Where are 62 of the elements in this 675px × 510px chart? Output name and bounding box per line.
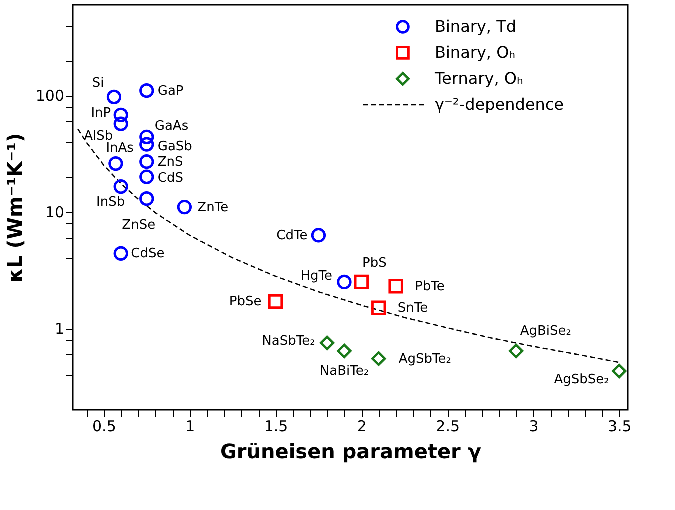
point <box>140 137 154 152</box>
point <box>354 274 369 290</box>
point <box>140 130 154 144</box>
x-tick-label: 3 <box>529 418 539 436</box>
annotation: AgSbTe₂ <box>398 352 452 367</box>
y-tick-label: 1 <box>54 320 64 338</box>
legend-label: Ternary, Oₕ <box>434 69 524 88</box>
annotation: ZnSe <box>122 218 156 233</box>
point <box>108 156 124 172</box>
point <box>114 116 128 132</box>
annotation: Si <box>92 76 104 92</box>
annotation: AgSbSe₂ <box>554 372 610 388</box>
point <box>320 336 335 350</box>
point <box>372 300 386 316</box>
annotation: PbS <box>362 256 387 272</box>
y-axis-title: κL (Wm⁻¹K⁻¹) <box>2 133 27 283</box>
annotation: PbTe <box>415 279 445 294</box>
legend-label: γ⁻²-dependence <box>435 95 564 114</box>
point <box>140 154 154 170</box>
point <box>114 108 128 122</box>
point <box>372 352 386 366</box>
annotation: AgBiSe₂ <box>520 324 572 340</box>
point <box>388 279 404 294</box>
annotation: ZnTe <box>198 200 229 216</box>
point <box>311 228 326 243</box>
y-tick-label: 100 <box>36 87 64 106</box>
x-tick-label: 3.5 <box>608 418 632 436</box>
annotation: GaSb <box>158 140 192 155</box>
annotation: PbSe <box>229 294 262 310</box>
annotation: ZnS <box>158 154 184 170</box>
point <box>114 179 128 194</box>
annotation: GaAs <box>154 119 189 134</box>
annotation: SnTe <box>398 301 428 316</box>
x-tick-label: 0.5 <box>92 418 116 436</box>
legend-label: Binary, Oₕ <box>435 43 516 62</box>
point <box>177 200 192 215</box>
point <box>140 84 154 98</box>
annotation: GaP <box>158 84 184 99</box>
x-tick-label: 2.5 <box>436 418 460 436</box>
y-tick-label: 10 <box>45 204 64 222</box>
annotation: InSb <box>96 194 126 210</box>
x-tick-label: 1.5 <box>264 418 288 436</box>
annotation: HgTe <box>300 269 332 284</box>
point <box>114 246 128 261</box>
point <box>268 294 284 310</box>
point <box>337 344 352 358</box>
annotation: CdTe <box>276 228 308 244</box>
annotation: CdS <box>158 171 184 186</box>
point <box>106 90 122 104</box>
annotation: CdSe <box>131 246 165 262</box>
point <box>612 364 627 379</box>
annotation: InP <box>91 106 112 122</box>
x-tick-label: 2 <box>357 418 367 436</box>
annotation: NaSbTe₂ <box>262 334 316 350</box>
annotation: NaBiTe₂ <box>320 364 370 380</box>
point <box>140 192 154 206</box>
point <box>140 170 154 184</box>
point <box>337 274 352 290</box>
point <box>508 344 524 358</box>
x-tick-label: 1 <box>186 418 196 436</box>
x-axis-title: Grüneisen parameter γ <box>220 440 482 464</box>
legend-label: Binary, Td <box>435 17 517 36</box>
